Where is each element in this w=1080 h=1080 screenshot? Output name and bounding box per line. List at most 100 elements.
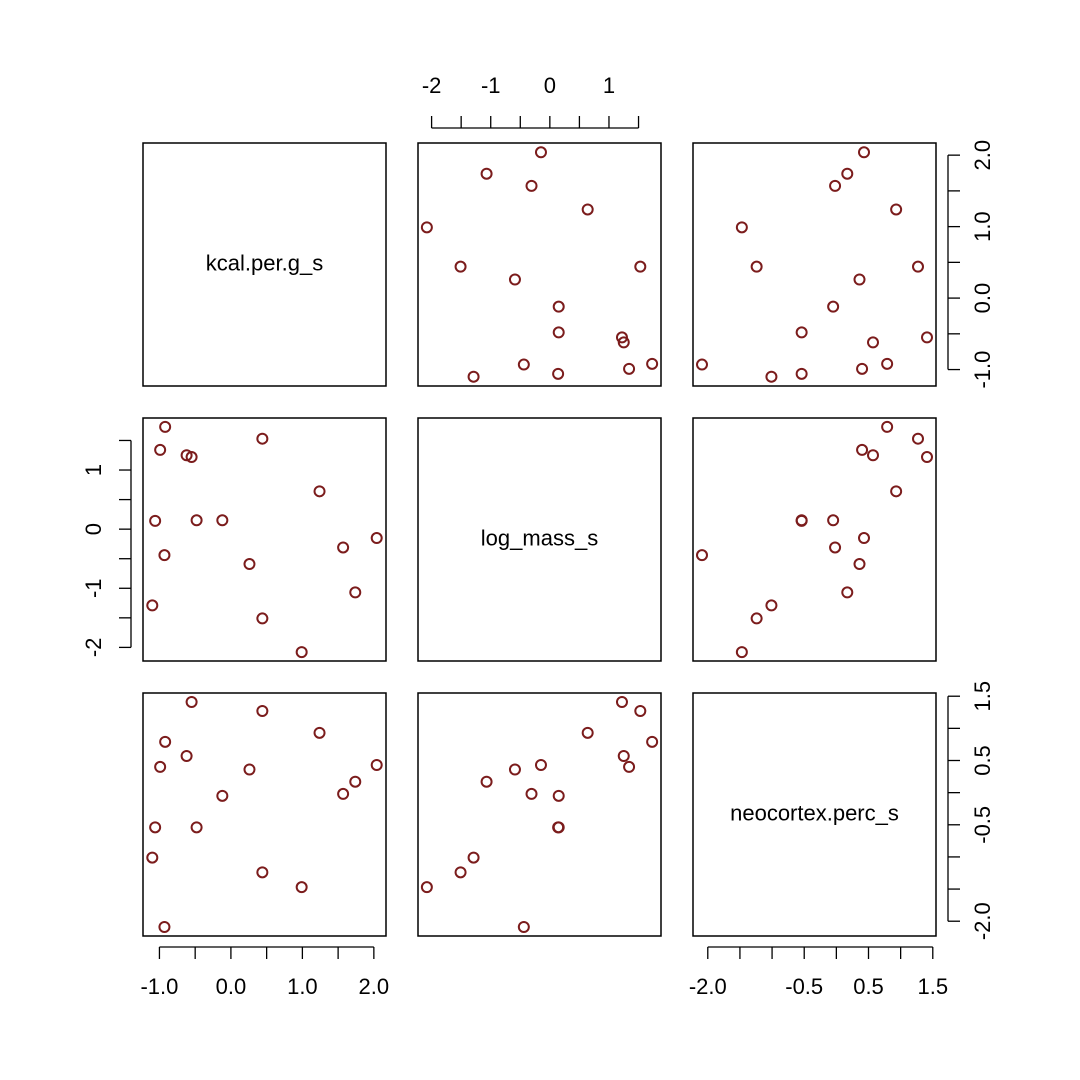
point <box>552 789 565 802</box>
point <box>890 485 903 498</box>
point <box>190 514 203 527</box>
point <box>581 203 594 216</box>
panel <box>417 417 662 662</box>
panel <box>142 142 387 387</box>
point <box>829 541 842 554</box>
point <box>921 451 933 464</box>
point <box>454 260 467 273</box>
point <box>623 362 636 375</box>
y-tick-label: 1.0 <box>970 211 995 242</box>
x-tick-label: 1.5 <box>917 974 948 999</box>
x-tick-label: -2.0 <box>689 974 727 999</box>
point <box>517 358 530 371</box>
point <box>370 532 383 545</box>
point <box>581 726 594 739</box>
panel <box>692 692 937 937</box>
point <box>534 146 547 159</box>
point <box>159 420 172 433</box>
point <box>525 179 538 192</box>
panel <box>417 142 662 387</box>
point <box>349 586 362 599</box>
x-tick-label: -1.0 <box>140 974 178 999</box>
point <box>646 735 659 748</box>
y-tick-label: -0.5 <box>970 806 995 844</box>
x-tick-label: 0 <box>544 73 556 98</box>
point <box>337 541 350 554</box>
point <box>858 146 870 159</box>
panel <box>142 417 387 662</box>
x-tick-label: -0.5 <box>785 974 823 999</box>
point <box>617 750 630 762</box>
point <box>552 300 565 313</box>
point <box>867 449 879 462</box>
point <box>158 549 171 562</box>
point <box>190 821 203 834</box>
x-tick-label: 1 <box>603 73 615 98</box>
point <box>243 763 256 776</box>
point <box>480 775 493 788</box>
y-tick-label: -1.0 <box>970 351 995 389</box>
point <box>623 760 636 773</box>
point <box>765 370 778 383</box>
y-tick-label: 1 <box>81 464 106 476</box>
y-tick-label: 2.0 <box>970 140 995 171</box>
point <box>856 443 869 456</box>
point <box>180 750 193 762</box>
panel <box>692 417 937 662</box>
point <box>295 646 308 659</box>
point <box>921 331 933 344</box>
point <box>853 558 866 571</box>
panel <box>142 692 387 937</box>
point <box>890 203 903 216</box>
x-tick-label: 0.0 <box>216 974 247 999</box>
point <box>912 432 924 445</box>
point <box>881 420 894 433</box>
point <box>552 326 565 339</box>
point <box>149 514 162 527</box>
x-tick-label: 1.0 <box>287 974 318 999</box>
point <box>256 705 269 717</box>
point <box>853 273 866 286</box>
point <box>154 443 167 456</box>
point <box>858 532 870 545</box>
point <box>552 821 565 834</box>
panel <box>417 692 662 937</box>
point <box>735 646 748 659</box>
point <box>420 221 433 234</box>
point <box>827 300 840 313</box>
point <box>256 612 269 625</box>
point <box>480 167 493 180</box>
x-tick-label: 2.0 <box>359 974 390 999</box>
x-tick-label: -1 <box>481 73 501 98</box>
panel <box>692 142 937 387</box>
point <box>467 851 480 864</box>
y-tick-label: 1.5 <box>970 681 995 712</box>
point <box>295 881 308 894</box>
point <box>750 260 763 273</box>
point <box>765 599 778 612</box>
point <box>216 514 229 527</box>
point <box>370 759 383 771</box>
point <box>508 763 521 776</box>
x-tick-label: -2 <box>422 73 442 98</box>
point <box>216 789 229 802</box>
point <box>696 549 708 562</box>
point <box>841 167 854 180</box>
point <box>634 260 647 273</box>
point <box>525 787 538 800</box>
variable-name: neocortex.perc_s <box>730 800 899 825</box>
point <box>750 612 763 625</box>
point <box>154 760 167 773</box>
point <box>243 558 256 571</box>
y-tick-label: -2.0 <box>970 902 995 940</box>
point <box>534 759 547 771</box>
point <box>646 357 659 370</box>
point <box>337 787 350 800</box>
point <box>149 821 162 834</box>
point <box>146 599 159 612</box>
x-tick-label: 0.5 <box>853 974 884 999</box>
point <box>146 851 159 864</box>
variable-name: log_mass_s <box>481 525 598 550</box>
point <box>552 367 565 380</box>
